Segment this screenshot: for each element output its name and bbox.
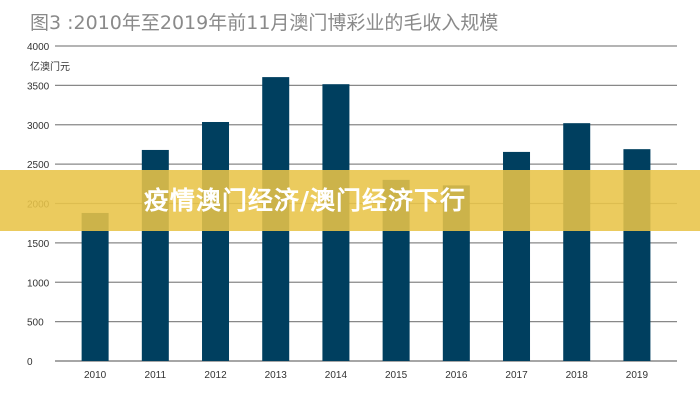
y-tick-label: 1000 <box>27 278 50 289</box>
x-tick-label: 2010 <box>84 370 107 381</box>
x-tick-label: 2019 <box>626 370 649 381</box>
bar-2012 <box>202 121 230 362</box>
x-tick-label: 2013 <box>265 370 288 381</box>
y-axis-label: 亿澳门元 <box>30 62 70 73</box>
x-tick-label: 2017 <box>505 370 528 381</box>
overlay-banner <box>0 170 700 231</box>
bar-2010 <box>81 212 109 361</box>
y-tick-label: 3500 <box>27 81 50 92</box>
y-tick-label: 3000 <box>27 121 50 132</box>
banner-text: 疫情澳门经济/澳门经济下行 <box>143 186 467 215</box>
x-tick-label: 2014 <box>325 370 348 381</box>
x-tick-label: 2011 <box>145 370 167 381</box>
y-tick-label: 0 <box>27 357 33 368</box>
y-tick-label: 4000 <box>27 42 50 53</box>
y-tick-label: 2500 <box>27 160 50 171</box>
x-tick-label: 2016 <box>445 370 468 381</box>
y-tick-label: 500 <box>27 318 44 329</box>
y-tick-label: 1500 <box>27 239 50 250</box>
bar-2018 <box>563 123 591 361</box>
x-tick-label: 2018 <box>566 370 589 381</box>
x-tick-label: 2015 <box>385 370 408 381</box>
x-tick-label: 2012 <box>204 370 227 381</box>
chart-title: 图3 :2010年至2019年前11月澳门博彩业的毛收入规模 <box>30 12 499 34</box>
